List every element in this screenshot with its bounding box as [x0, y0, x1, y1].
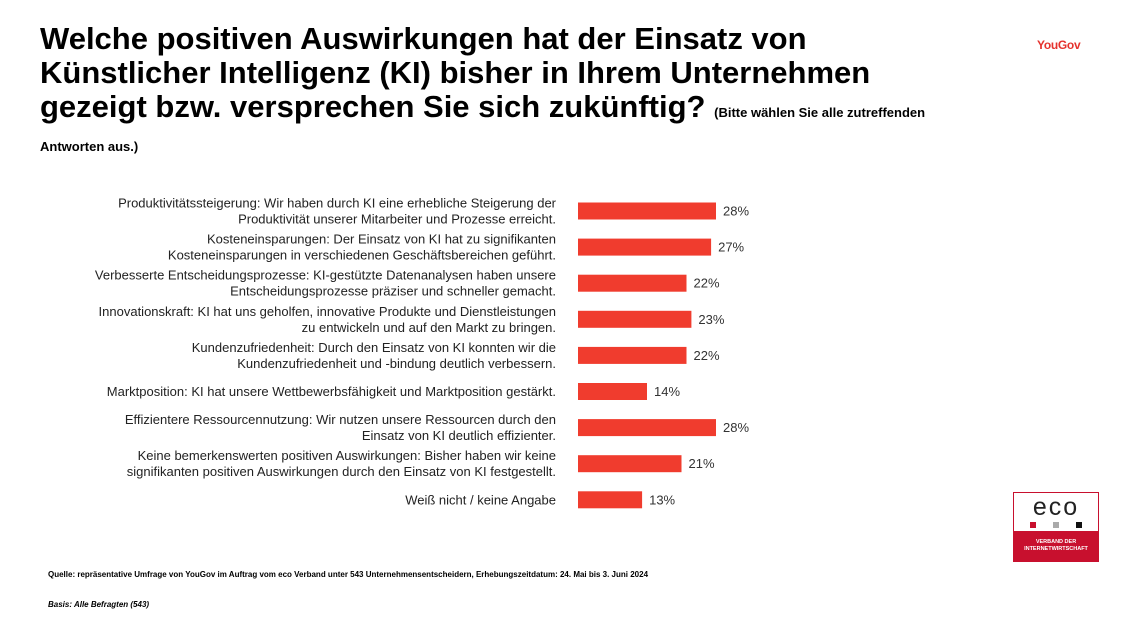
value-label-9: 13%: [649, 492, 675, 507]
category-label-3-line-2: Entscheidungsprozesse präziser und schne…: [230, 284, 556, 299]
bar-1: [578, 202, 716, 220]
eco-logo-word: eco: [1032, 493, 1080, 521]
category-label-1-line-2: Produktivität unserer Mitarbeiter und Pr…: [238, 212, 556, 227]
category-label-4-line-2: zu entwickeln und auf den Markt zu bring…: [302, 320, 556, 335]
eco-logo: eco VERBAND DER INTERNETWIRTSCHAFT: [1013, 492, 1099, 562]
value-label-6: 14%: [654, 384, 680, 399]
basis-note: Basis: Alle Befragten (543): [48, 600, 150, 609]
category-label-3-line-1: Verbesserte Entscheidungsprozesse: KI-ge…: [95, 268, 556, 283]
category-label-1-line-1: Produktivitätssteigerung: Wir haben durc…: [118, 196, 557, 211]
category-label-6-line-1: Marktposition: KI hat unsere Wettbewerbs…: [107, 384, 556, 399]
eco-logo-tagline: VERBAND DER INTERNETWIRTSCHAFT: [1013, 531, 1099, 562]
title-main: Welche positiven Auswirkungen hat der Ei…: [40, 21, 871, 124]
source-note: Quelle: repräsentative Umfrage von YouGo…: [48, 570, 649, 579]
yougov-logo: YouGov: [1037, 38, 1081, 52]
category-label-7-line-2: Einsatz von KI deutlich effizienter.: [362, 428, 556, 443]
eco-dot-black: [1076, 522, 1082, 528]
bar-3: [578, 274, 687, 292]
value-label-4: 23%: [698, 312, 724, 327]
eco-tagline-line-2: INTERNETWIRTSCHAFT: [1024, 546, 1088, 552]
value-label-2: 27%: [718, 240, 744, 255]
category-label-2-line-1: Kosteneinsparungen: Der Einsatz von KI h…: [207, 232, 556, 247]
value-label-5: 22%: [694, 348, 720, 363]
value-label-7: 28%: [723, 420, 749, 435]
category-label-9-line-1: Weiß nicht / keine Angabe: [405, 492, 556, 507]
eco-dot-red: [1030, 522, 1036, 528]
category-label-8-line-1: Keine bemerkenswerten positiven Auswirku…: [138, 448, 556, 463]
bar-7: [578, 419, 716, 437]
bar-4: [578, 310, 692, 328]
value-label-8: 21%: [689, 456, 715, 471]
category-label-2-line-2: Kosteneinsparungen in verschiedenen Gesc…: [168, 248, 556, 263]
eco-logo-top: eco: [1013, 492, 1099, 532]
value-label-1: 28%: [723, 204, 749, 219]
category-label-5-line-2: Kundenzufriedenheit und -bindung deutlic…: [237, 356, 556, 371]
bar-8: [578, 455, 682, 473]
eco-tagline-line-1: VERBAND DER: [1035, 539, 1077, 545]
bar-9: [578, 491, 643, 509]
bar-5: [578, 346, 687, 364]
eco-dot-grey: [1053, 522, 1059, 528]
bar-6: [578, 383, 647, 400]
category-label-4-line-1: Innovationskraft: KI hat uns geholfen, i…: [99, 304, 556, 319]
value-label-3: 22%: [694, 276, 720, 291]
category-label-7-line-1: Effizientere Ressourcennutzung: Wir nutz…: [125, 412, 556, 427]
category-label-8-line-2: signifikanten positiven Auswirkungen dur…: [127, 464, 556, 479]
chart-title: Welche positiven Auswirkungen hat der Ei…: [40, 22, 980, 158]
title-instruction: (Bitte wählen Sie alle zutreffenden Antw…: [40, 105, 926, 154]
bar-2: [578, 238, 712, 256]
category-label-5-line-1: Kundenzufriedenheit: Durch den Einsatz v…: [192, 340, 556, 355]
